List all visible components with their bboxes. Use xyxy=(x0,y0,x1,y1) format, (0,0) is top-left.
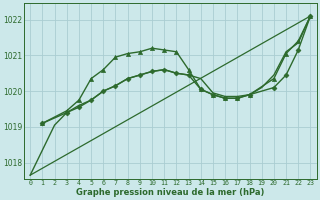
X-axis label: Graphe pression niveau de la mer (hPa): Graphe pression niveau de la mer (hPa) xyxy=(76,188,265,197)
